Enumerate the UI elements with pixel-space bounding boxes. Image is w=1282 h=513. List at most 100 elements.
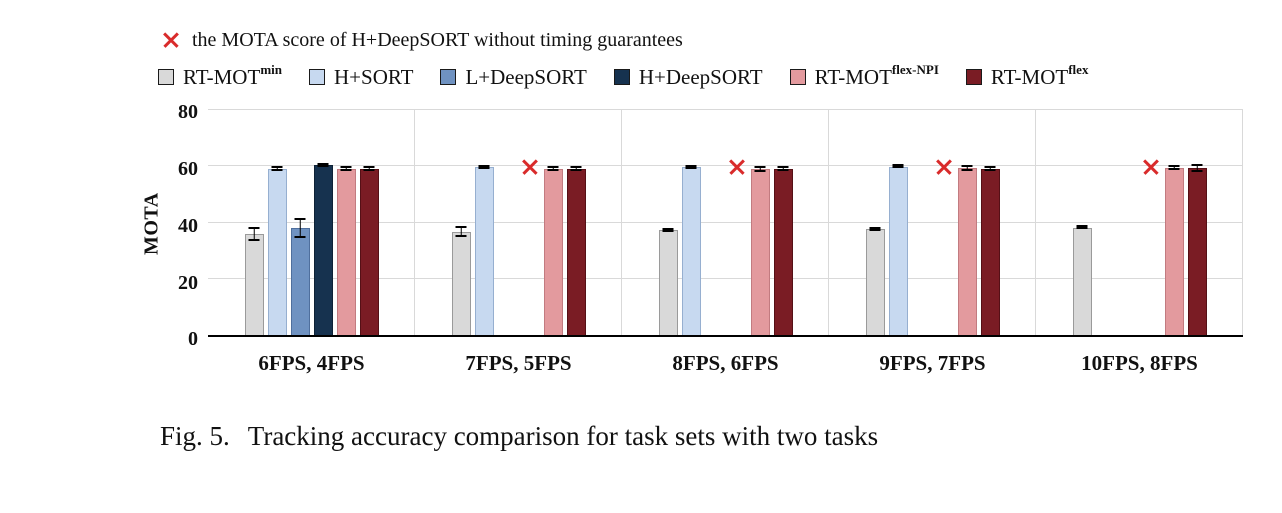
x-tick-label: 7FPS, 5FPS: [465, 351, 572, 375]
bar-slot-rt-mot-flex-npi: [336, 110, 356, 335]
plot-area: [208, 109, 1243, 337]
bar-group: [829, 110, 1036, 335]
gridline: [208, 277, 1243, 279]
y-tick-label: 0: [188, 328, 198, 351]
bar-group-inner: [622, 110, 829, 335]
bar-slot-h-deepsort: [935, 110, 954, 335]
bar-rt-mot-flex-npi: [543, 168, 563, 335]
legend-swatch-h-sort: [309, 69, 326, 85]
bar-slot-l-deepsort: [1119, 110, 1138, 335]
error-bar: [363, 165, 375, 172]
figure-caption: Fig. 5. Tracking accuracy comparison for …: [160, 421, 1282, 452]
bar-slot-rt-mot-min: [451, 110, 471, 335]
bar-rt-mot-flex: [980, 168, 1000, 335]
bar-slot-rt-mot-flex-npi: [750, 110, 770, 335]
legend-item-h-deepsort: H+DeepSORT: [613, 64, 763, 90]
x-marker-icon: [162, 31, 180, 49]
error-bar: [294, 218, 306, 238]
bar-slot-rt-mot-flex-npi: [1164, 110, 1184, 335]
bar-slot-rt-mot-flex: [359, 110, 379, 335]
bar-rt-mot-flex-npi: [1164, 167, 1184, 335]
bar-group-inner: [829, 110, 1036, 335]
bar-h-sort: [888, 167, 908, 335]
bar-slot-h-deepsort: [521, 110, 540, 335]
bar-group: [622, 110, 829, 335]
x-marker: [521, 158, 539, 176]
bar-rt-mot-flex-npi: [336, 168, 356, 335]
legend-item-rt-mot-flex-npi: RT-MOTflex-NPI: [789, 62, 939, 90]
bar-slot-rt-mot-min: [658, 110, 678, 335]
bar-h-sort: [474, 167, 494, 335]
error-bar: [248, 226, 260, 241]
bar-group: [208, 110, 415, 335]
bar-rt-mot-flex: [566, 168, 586, 335]
legend-swatch-rt-mot-min: [158, 69, 174, 85]
bar-slot-rt-mot-flex-npi: [543, 110, 563, 335]
bar-slot-rt-mot-flex: [566, 110, 586, 335]
error-bar: [869, 226, 881, 231]
bar-slot-h-sort: [474, 110, 494, 335]
x-tick-label: 6FPS, 4FPS: [258, 351, 365, 375]
x-axis: 6FPS, 4FPS 7FPS, 5FPS 8FPS, 6FPS 9FPS, 7FPS…: [208, 337, 1243, 385]
legend-label-h-deepsort: H+DeepSORT: [638, 64, 763, 89]
bar-slot-l-deepsort: [912, 110, 931, 335]
legend-swatch-l-deepsort: [440, 69, 457, 85]
x-tick-label: 10FPS, 8FPS: [1081, 351, 1198, 375]
bar-rt-mot-min: [244, 233, 264, 335]
error-bar: [570, 166, 582, 171]
bar-slot-h-deepsort: [313, 110, 333, 335]
bar-h-sort: [681, 167, 701, 335]
gridline: [208, 165, 1243, 167]
x-tick-label: 9FPS, 7FPS: [879, 351, 986, 375]
bar-group: [415, 110, 622, 335]
error-bar: [662, 227, 674, 233]
bar-slot-l-deepsort: [498, 110, 517, 335]
error-bar: [340, 165, 352, 172]
legend-item-h-sort: H+SORT: [309, 65, 413, 90]
x-marker: [1142, 158, 1160, 176]
bar-slot-rt-mot-min: [865, 110, 885, 335]
bar-rt-mot-flex: [773, 168, 793, 335]
legend-swatch-h-deepsort: [613, 69, 630, 85]
bar-slot-h-sort: [1096, 110, 1115, 335]
legend-item-rt-mot-flex: RT-MOTflex: [965, 62, 1089, 90]
error-bar: [685, 164, 697, 169]
error-bar: [961, 165, 973, 171]
error-bar: [547, 165, 559, 172]
legend: RT-MOTmin H+SORT L+DeepSORT H+DeepSORT RT-MO…: [158, 62, 1282, 92]
bar-rt-mot-flex-npi: [750, 169, 770, 335]
legend-label-h-sort: H+SORT: [334, 64, 414, 89]
caption-label: Fig. 5.: [160, 421, 230, 451]
error-bar: [317, 162, 329, 167]
y-tick-label: 40: [178, 214, 198, 237]
bar-slot-h-sort: [888, 110, 908, 335]
bar-slot-rt-mot-min: [244, 110, 264, 335]
error-bar: [892, 164, 904, 169]
category-separator: [1242, 110, 1243, 335]
legend-item-rt-mot-min: RT-MOTmin: [158, 62, 282, 90]
y-tick-label: 80: [178, 101, 198, 124]
y-axis: 0 20 40 60 80: [168, 102, 208, 349]
legend-item-l-deepsort: L+DeepSORT: [440, 65, 587, 90]
legend-label-rt-mot-flex: RT-MOTflex: [990, 62, 1089, 89]
bar-slot-h-deepsort: [728, 110, 747, 335]
bar-h-sort: [267, 168, 287, 335]
bar-slot-h-sort: [681, 110, 701, 335]
bar-l-deepsort: [290, 227, 310, 335]
x-marker: [935, 158, 953, 176]
error-bar: [478, 164, 490, 169]
bar-group-inner: [208, 110, 415, 335]
gridline: [208, 109, 1243, 110]
bar-slot-rt-mot-flex-npi: [957, 110, 977, 335]
bar-rt-mot-flex: [359, 168, 379, 335]
caption-text: Tracking accuracy comparison for task se…: [247, 421, 879, 451]
chart: MOTA 0 20 40 60 80 6FPS, 4FPS 7FPS, 5FPS 8FPS,…: [136, 102, 1282, 385]
legend-swatch-rt-mot-flex-npi: [789, 69, 806, 85]
x-tick-label: 8FPS, 6FPS: [672, 351, 779, 375]
legend-note: the MOTA score of H+DeepSORT without tim…: [162, 26, 1282, 54]
bar-slot-l-deepsort: [705, 110, 724, 335]
bar-h-deepsort: [313, 165, 333, 335]
bar-group-inner: [415, 110, 622, 335]
gridline: [208, 221, 1243, 223]
